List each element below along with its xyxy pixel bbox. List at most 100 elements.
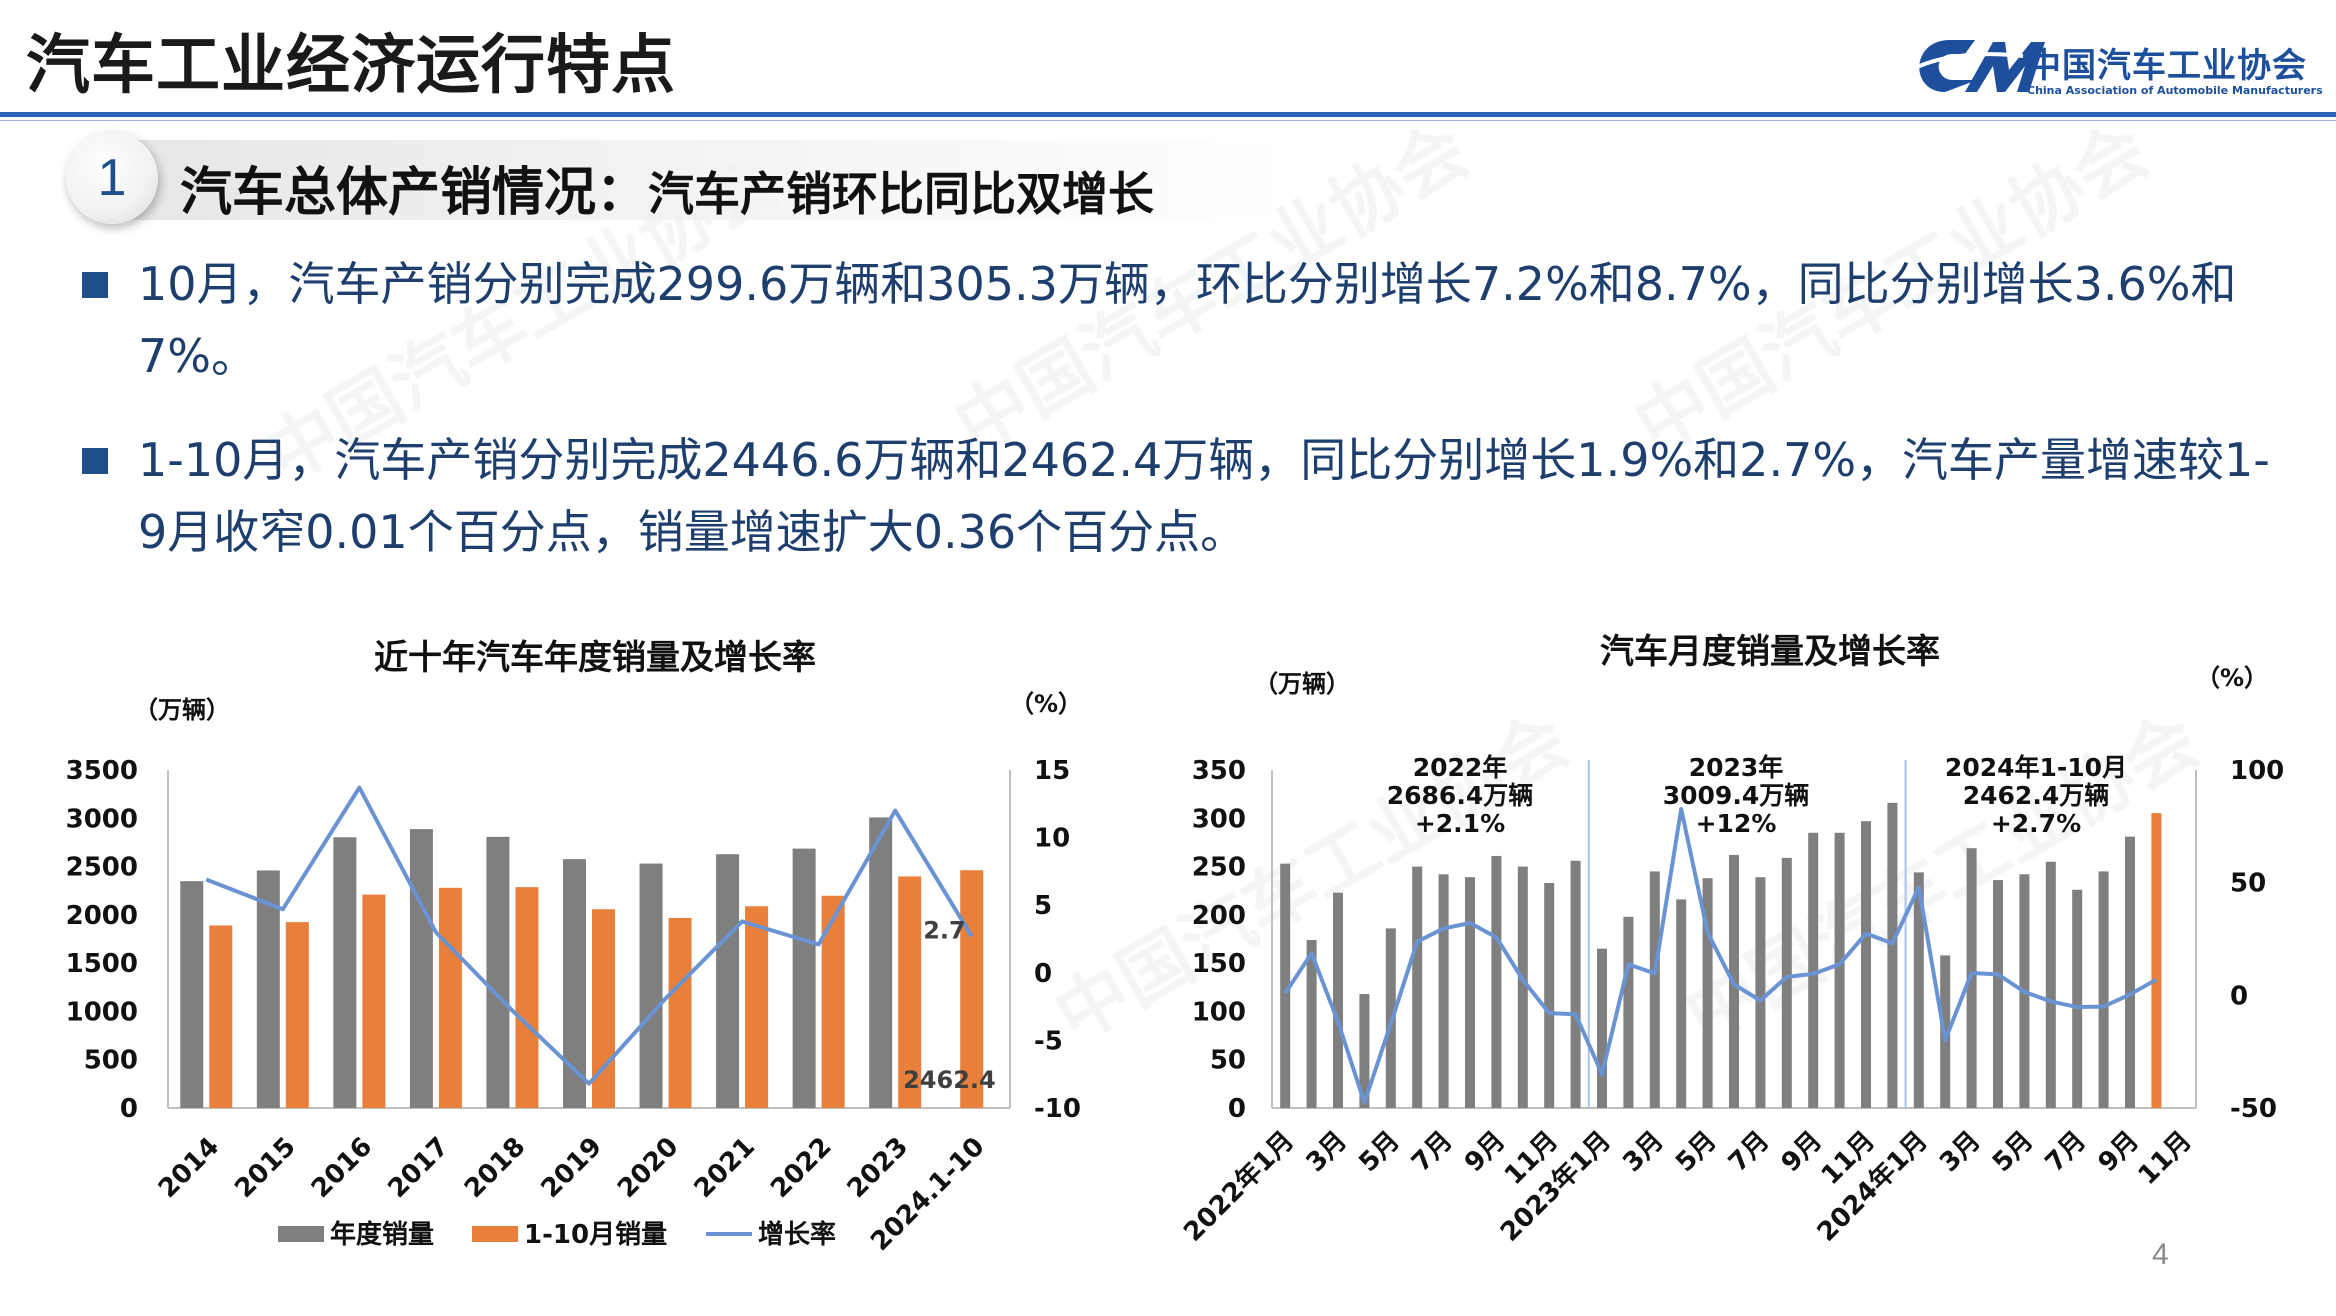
y-tick-label-left: 2000 — [66, 901, 138, 931]
year-summary-annotation: +12% — [1696, 809, 1777, 838]
bar-monthly-sales — [1913, 872, 1924, 1108]
y-tick-label-left: 0 — [120, 1094, 138, 1124]
header-divider-thin — [0, 120, 2336, 121]
legend-label: 1-10月销量 — [524, 1220, 667, 1250]
y-tick-label-left: 200 — [1192, 901, 1246, 931]
x-tick-label: 3月 — [1617, 1126, 1669, 1178]
x-tick-label: 2021 — [689, 1132, 761, 1204]
legend-swatch — [472, 1226, 518, 1242]
y-tick-label-right: -10 — [1034, 1094, 1081, 1124]
y-tick-label-left: 500 — [84, 1046, 138, 1076]
bar-monthly-sales — [1861, 821, 1871, 1108]
bar-annual-sales — [180, 881, 204, 1108]
y-tick-label-right: -50 — [2230, 1094, 2277, 1124]
bar-monthly-sales — [1808, 832, 1819, 1108]
section-number-badge: 1 — [66, 132, 158, 224]
section-title: 汽车总体产销情况：汽车产销环比同比双增长 — [180, 150, 1154, 225]
bar-annual-sales — [256, 870, 280, 1108]
bullet-text: 10月，汽车产销分别完成299.6万辆和305.3万辆，环比分别增长7.2%和8… — [138, 257, 2237, 383]
x-tick-label: 2017 — [382, 1132, 454, 1204]
x-tick-label: 11月 — [2133, 1126, 2198, 1191]
bar-annual-sales — [409, 829, 433, 1108]
y-tick-label-left: 2500 — [66, 853, 138, 883]
monthly-chart-title: 汽车月度销量及增长率 — [1600, 632, 1940, 672]
bar-annual-sales — [716, 854, 740, 1108]
logo-name: 中国汽车工业协会 — [2027, 46, 2307, 86]
bar-monthly-sales — [1491, 855, 1502, 1108]
legend-label: 增长率 — [758, 1219, 836, 1250]
bar-annual-sales — [639, 863, 663, 1108]
bar-monthly-sales — [1702, 878, 1713, 1108]
bar-monthly-sales — [1517, 866, 1528, 1108]
section-title-main: 汽车总体产销情况： — [180, 163, 649, 223]
annual-chart-title: 近十年汽车年度销量及增长率 — [374, 638, 816, 678]
bar-monthly-sales — [1412, 866, 1423, 1108]
y-unit-left: （万辆） — [1254, 670, 1350, 698]
bar-monthly-sales — [2125, 836, 2135, 1108]
bar-ytd-sales — [515, 887, 539, 1108]
x-tick-label: 2018 — [459, 1132, 531, 1204]
bar-monthly-sales — [1280, 863, 1291, 1108]
x-tick-label: 5月 — [1353, 1126, 1405, 1178]
x-tick-label: 2020 — [612, 1132, 684, 1204]
y-tick-label-left: 1000 — [66, 997, 138, 1027]
page-title: 汽车工业经济运行特点 — [26, 29, 676, 103]
y-tick-label-left: 150 — [1192, 949, 1246, 979]
bullet-item: 10月，汽车产销分别完成299.6万辆和305.3万辆，环比分别增长7.2%和8… — [82, 248, 2282, 392]
bar-annual-sales — [792, 848, 816, 1108]
x-tick-label: 2014 — [153, 1132, 225, 1204]
x-tick-label: 2022 — [765, 1132, 837, 1204]
year-summary-annotation: 2024年1-10月 — [1945, 753, 2127, 782]
bar-monthly-sales — [1834, 832, 1845, 1108]
y-tick-label-left: 3500 — [66, 756, 138, 786]
bar-monthly-sales — [1597, 948, 1607, 1108]
bar-ytd-sales — [209, 925, 233, 1108]
y-unit-right: （%） — [1010, 690, 1082, 718]
bar-monthly-sales — [1781, 857, 1792, 1108]
logo-english-name: China Association of Automobile Manufact… — [2027, 84, 2323, 97]
bar-ytd-sales — [668, 917, 692, 1108]
bar-ytd-sales — [285, 922, 309, 1108]
bar-ytd-sales — [821, 895, 845, 1108]
bar-monthly-sales — [1438, 874, 1449, 1108]
y-tick-label-left: 3000 — [66, 804, 138, 834]
y-unit-right: （%） — [2196, 664, 2268, 692]
x-tick-label: 5月 — [1670, 1126, 1722, 1178]
bar-annual-sales — [333, 837, 357, 1108]
bar-monthly-sales-current — [2151, 813, 2162, 1108]
year-summary-annotation: 2023年 — [1689, 753, 1784, 782]
y-tick-label-left: 300 — [1192, 804, 1246, 834]
year-summary-annotation: +2.1% — [1415, 809, 1505, 838]
data-label-growth: 2.7 — [923, 916, 966, 944]
year-summary-annotation: 2686.4万辆 — [1387, 781, 1533, 810]
year-summary-annotation: 3009.4万辆 — [1663, 781, 1809, 810]
bullet-square-icon — [82, 448, 108, 474]
bullet-square-icon — [82, 272, 108, 298]
year-summary-annotation: 2022年 — [1413, 753, 1508, 782]
bar-ytd-sales — [438, 887, 462, 1108]
y-tick-label-left: 250 — [1192, 853, 1246, 883]
bar-monthly-sales — [1570, 860, 1581, 1108]
x-tick-label: 5月 — [1987, 1126, 2039, 1178]
legend-swatch — [278, 1226, 324, 1242]
y-tick-label-left: 350 — [1192, 756, 1246, 786]
x-tick-label: 7月 — [1406, 1126, 1458, 1178]
y-unit-left: （万辆） — [134, 696, 230, 724]
y-tick-label-right: 5 — [1034, 891, 1052, 921]
y-tick-label-left: 0 — [1228, 1094, 1246, 1124]
y-tick-label-left: 100 — [1192, 997, 1246, 1027]
bar-ytd-sales — [362, 894, 386, 1108]
y-tick-label-left: 1500 — [66, 949, 138, 979]
x-tick-label: 2019 — [536, 1132, 608, 1204]
x-tick-label: 3月 — [1301, 1126, 1353, 1178]
x-tick-label: 2023 — [842, 1132, 914, 1204]
bar-monthly-sales — [1306, 939, 1317, 1108]
bar-monthly-sales — [1649, 871, 1660, 1108]
bar-monthly-sales — [2098, 871, 2109, 1108]
bar-monthly-sales — [1465, 877, 1475, 1108]
bar-monthly-sales — [1359, 994, 1370, 1108]
x-tick-label: 7月 — [2040, 1126, 2092, 1178]
x-tick-label: 2022年1月 — [1177, 1125, 1300, 1248]
bar-ytd-sales — [898, 876, 922, 1108]
